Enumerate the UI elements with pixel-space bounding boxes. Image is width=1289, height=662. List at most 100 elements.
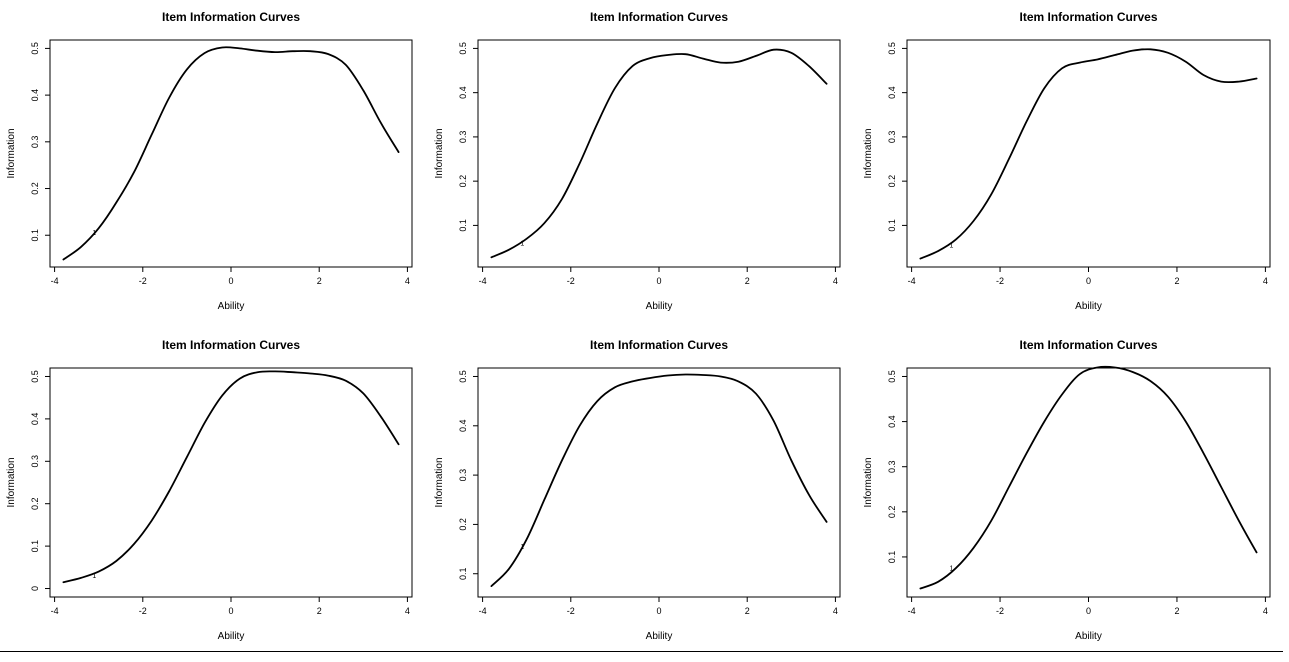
y-tick-label: 0.2 [887,506,897,519]
bottom-rule [0,651,1283,652]
y-tick-label: 0.5 [30,42,40,55]
x-tick-label: -4 [908,276,916,286]
y-axis-label: Information [863,128,874,178]
chart-panel-4: Item Information Curves -4 -2 0 2 4 0 0.1 0.2 0.3… [6,338,413,642]
y-axis-label: Information [6,457,17,507]
x-tick-label: 0 [1086,276,1091,286]
x-tick-label: 2 [317,276,322,286]
chart-title: Item Information Curves [162,10,300,24]
y-tick-label: 0.1 [458,219,468,232]
y-tick-label: 0.1 [887,551,897,564]
chart-panel-5: Item Information Curves -4 -2 0 2 4 0.1 0.2 0.3 0… [434,338,841,642]
x-axis-label: Ability [646,631,673,642]
information-curve [919,365,1258,590]
x-tick-label: 0 [1086,606,1091,616]
chart-title: Item Information Curves [162,338,300,352]
y-tick-label: 0.4 [30,89,40,102]
y-tick-label: 0.5 [887,42,897,55]
y-axis-label: Information [434,457,445,507]
y-tick-label: 0.5 [458,370,468,383]
y-axis-label: Information [6,128,17,178]
y-tick-label: 0.4 [458,420,468,433]
information-curve [62,46,400,261]
x-tick-label: -4 [51,606,59,616]
x-tick-label: 4 [833,606,838,616]
plot-frame [477,367,841,598]
x-tick-label: -4 [51,276,59,286]
y-tick-label: 0.2 [30,182,40,195]
x-tick-label: -2 [567,276,575,286]
x-tick-label: 0 [656,276,661,286]
information-curve [919,48,1258,260]
y-axis-label: Information [863,457,874,507]
x-axis-label: Ability [218,301,245,312]
y-tick-label: 0.1 [887,219,897,232]
x-tick-label: -2 [139,606,147,616]
y-tick-label: 0.3 [458,131,468,144]
chart-title: Item Information Curves [1019,10,1157,24]
x-tick-label: 2 [745,276,750,286]
plot-frame [906,39,1271,268]
plot-frame [477,39,841,268]
curve-label: 1 [520,240,524,247]
y-tick-label: 0.1 [458,567,468,580]
chart-title: Item Information Curves [590,338,728,352]
y-tick-label: 0.2 [887,175,897,188]
plot-frame [49,367,413,598]
y-tick-label: 0.3 [30,136,40,149]
chart-title: Item Information Curves [1019,338,1157,352]
x-tick-label: -4 [479,276,487,286]
y-tick-label: 0.4 [30,413,40,426]
y-axis-label: Information [434,128,445,178]
y-tick-label: 0.3 [887,460,897,473]
x-tick-label: 2 [1174,606,1179,616]
information-curve [490,48,828,259]
curve-label: 1 [949,565,953,572]
y-tick-label: 0.3 [458,469,468,482]
y-tick-label: 0 [30,586,40,591]
x-tick-label: -4 [908,606,916,616]
chart-panel-6: Item Information Curves -4 -2 0 2 4 0.1 0.2 0.3 0… [863,338,1271,642]
x-tick-label: 2 [1174,276,1179,286]
x-tick-label: 4 [405,606,410,616]
y-tick-label: 0.4 [458,86,468,99]
y-tick-label: 0.3 [30,455,40,468]
x-tick-label: 0 [228,606,233,616]
information-curve [490,373,828,587]
y-tick-label: 0.2 [458,175,468,188]
curve-label: 1 [949,243,953,250]
chart-panel-3: Item Information Curves -4 -2 0 2 4 0.1 0.2 0.3 0… [863,10,1271,312]
curve-label: 1 [520,544,524,551]
x-tick-label: -2 [567,606,575,616]
chart-panel-2: Item Information Curves -4 -2 0 2 4 0.1 0.2 0.3 0… [434,10,841,312]
chart-title: Item Information Curves [590,10,728,24]
x-tick-label: -2 [996,276,1004,286]
x-axis-label: Ability [1075,301,1102,312]
x-tick-label: -2 [996,606,1004,616]
y-tick-label: 0.4 [887,415,897,428]
x-axis-label: Ability [218,631,245,642]
x-tick-label: 4 [405,276,410,286]
x-tick-label: 0 [656,606,661,616]
x-tick-label: 2 [317,606,322,616]
x-tick-label: 4 [1263,276,1268,286]
information-curve [62,370,400,584]
y-tick-label: 0.1 [30,229,40,242]
plot-frame [49,39,413,268]
x-axis-label: Ability [646,301,673,312]
y-tick-label: 0.2 [458,518,468,531]
x-tick-label: -4 [479,606,487,616]
y-tick-label: 0.5 [458,42,468,55]
y-tick-label: 0.1 [30,540,40,553]
x-axis-label: Ability [1075,631,1102,642]
y-tick-label: 0.5 [887,370,897,383]
x-tick-label: 2 [745,606,750,616]
y-tick-label: 0.4 [887,86,897,99]
curve-label: 1 [92,573,96,580]
x-tick-label: 4 [833,276,838,286]
y-tick-label: 0.5 [30,370,40,383]
chart-panel-1: Item Information Curves -4 -2 0 2 4 0.1 0.2 0.3 0… [6,10,413,312]
y-tick-label: 0.3 [887,131,897,144]
x-tick-label: -2 [139,276,147,286]
